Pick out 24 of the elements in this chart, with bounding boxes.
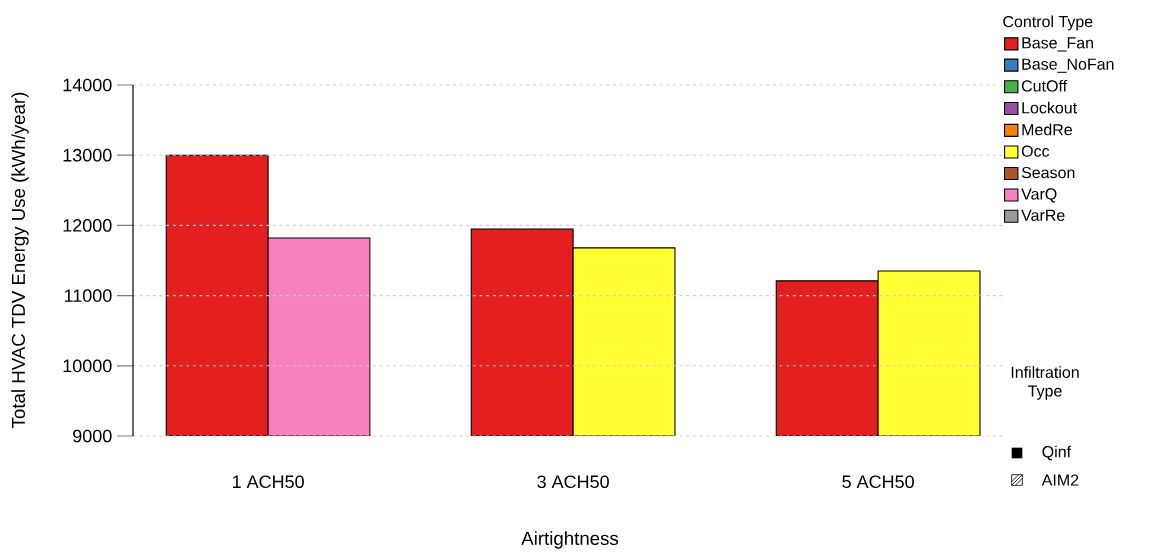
- legend-label: Lockout: [1022, 101, 1078, 114]
- legend-label: MedRe: [1022, 123, 1072, 136]
- legend-label: Season: [1021, 166, 1075, 179]
- y-tick-label: 13000: [63, 148, 112, 162]
- x-tick-label: 5 ACH50: [842, 475, 914, 489]
- text: AIM2: [1041, 474, 1079, 486]
- legend-title: Control Type: [1003, 15, 1093, 31]
- y-tick-label: 9000: [73, 429, 112, 443]
- legend-label: CutOff: [1021, 79, 1068, 92]
- y-axis-title: Total HVAC TDV Energy Use (kWh/year): [11, 92, 29, 428]
- legend-label: VarQ: [1021, 188, 1057, 203]
- text: Qinf: [1042, 445, 1072, 461]
- text: Infiltration Type: [1011, 366, 1079, 400]
- legend-label: VarRe: [1021, 209, 1065, 221]
- y-tick-label: 11000: [64, 289, 112, 302]
- legend-label: Base_NoFan: [1022, 58, 1114, 73]
- legend-label: Base_Fan: [1022, 37, 1093, 52]
- x-axis-title: Airtightness: [521, 531, 619, 549]
- y-tick-label: 10000: [63, 359, 112, 373]
- y-tick-label: 12000: [63, 219, 112, 232]
- legend-label: Occ: [1021, 145, 1050, 157]
- x-tick-label: 3 ACH50: [537, 475, 609, 489]
- x-tick-label: 1 ACH50: [232, 475, 304, 489]
- y-tick-label: 14000: [63, 78, 112, 92]
